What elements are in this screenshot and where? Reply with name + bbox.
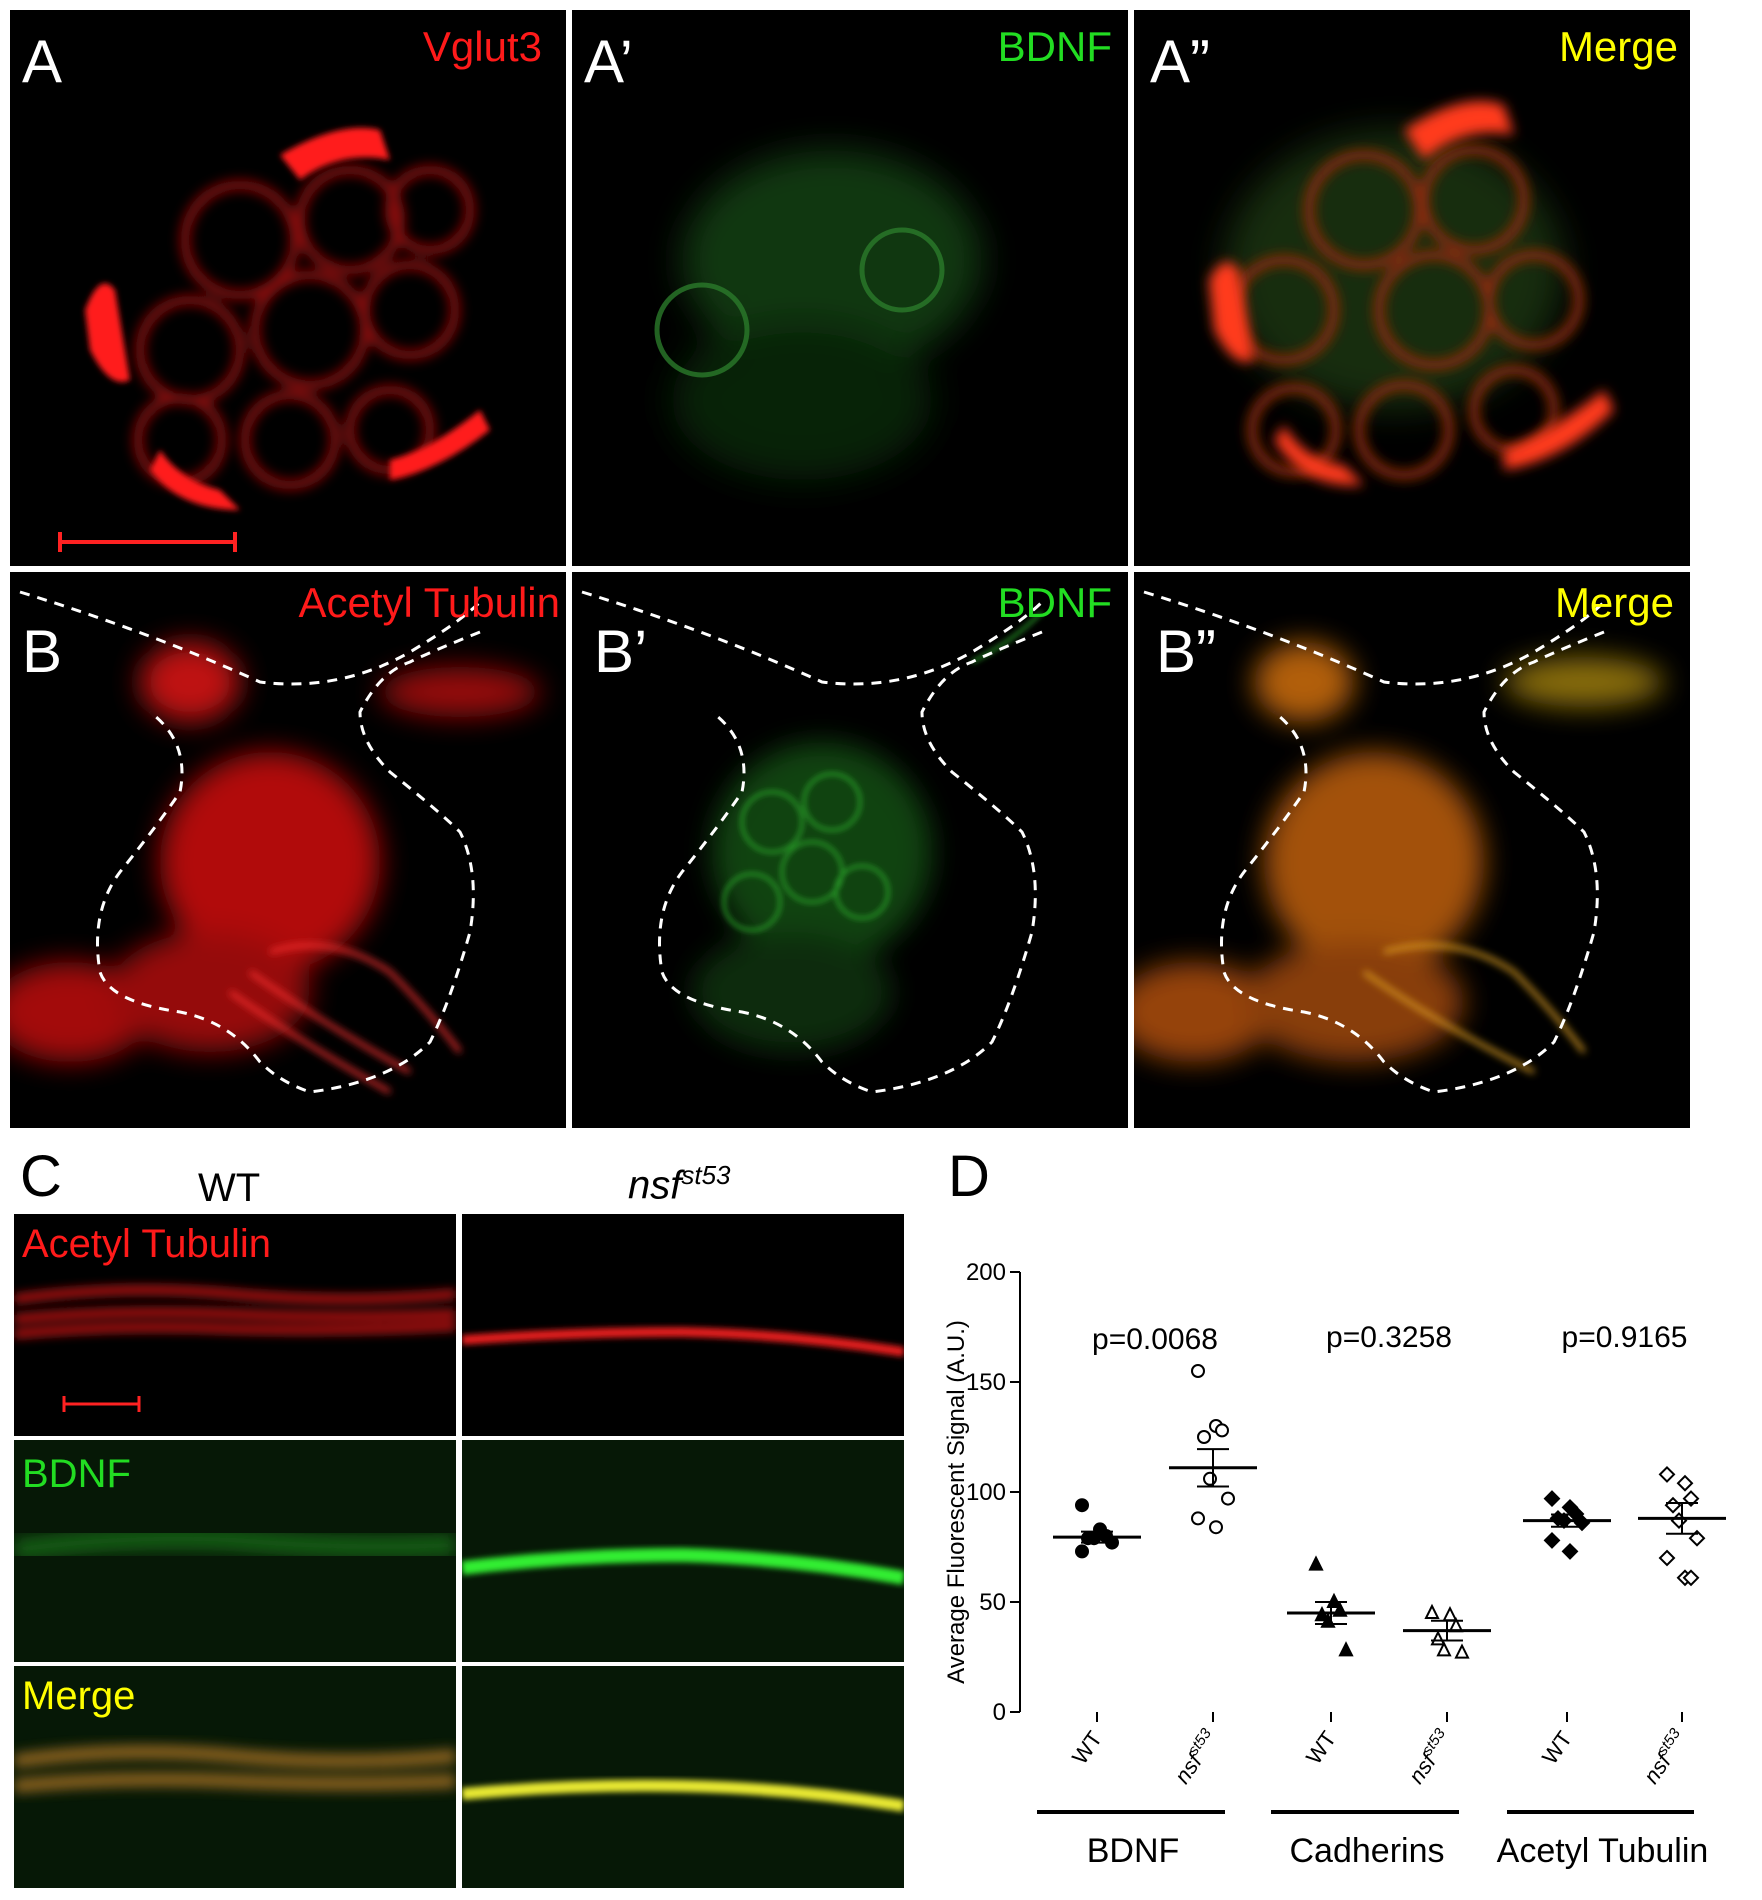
channel-label: Acetyl Tubulin bbox=[298, 579, 560, 626]
panel-c-mutant-merge bbox=[462, 1666, 904, 1888]
bdnf-image bbox=[581, 590, 1044, 1094]
group-label: Cadherins bbox=[1290, 1832, 1445, 1870]
mutant-name: nsf bbox=[628, 1163, 682, 1208]
p-value-label: p=0.9165 bbox=[1562, 1321, 1688, 1354]
data-point bbox=[1203, 1471, 1217, 1486]
channel-label: Merge bbox=[1558, 23, 1678, 70]
x-tick-label: WT bbox=[1301, 1727, 1341, 1769]
channel-label: BDNF bbox=[997, 579, 1112, 626]
row-label: Acetyl Tubulin bbox=[22, 1222, 272, 1266]
channel-label: Merge bbox=[1554, 579, 1674, 626]
group-label: Acetyl Tubulin bbox=[1497, 1832, 1709, 1870]
panel-a2-merge: A” Merge bbox=[1134, 10, 1690, 566]
panel-letter: B” bbox=[1156, 618, 1216, 685]
data-point bbox=[1209, 1520, 1223, 1535]
bdnf-image bbox=[654, 150, 982, 480]
channel-label: Vglut3 bbox=[422, 23, 542, 70]
merge-image bbox=[1209, 100, 1614, 486]
panel-letter: B bbox=[22, 618, 63, 685]
data-point bbox=[1454, 1643, 1470, 1659]
merge-image bbox=[1134, 590, 1664, 1094]
p-value-label: p=0.3258 bbox=[1326, 1321, 1452, 1354]
group-label: BDNF bbox=[1087, 1832, 1180, 1870]
scatter-chart: 0 50 100 150 200 Average Fluorescent Signal (… bbox=[943, 1259, 1726, 1870]
x-tick-label: WT bbox=[1537, 1727, 1577, 1769]
data-point bbox=[1338, 1641, 1354, 1657]
data-point bbox=[1543, 1531, 1561, 1549]
panel-c-wt-bdnf: BDNF bbox=[14, 1440, 456, 1662]
panel-letter: A” bbox=[1150, 28, 1210, 95]
panel-letter: A’ bbox=[584, 28, 633, 95]
data-point bbox=[1658, 1549, 1676, 1567]
column-label-wt: WT bbox=[198, 1166, 261, 1210]
row-label: Merge bbox=[22, 1674, 136, 1718]
acetyl-tubulin-image bbox=[10, 590, 540, 1094]
panel-b2-merge: B” Merge bbox=[1134, 572, 1690, 1128]
data-point bbox=[1215, 1423, 1229, 1438]
panel-d-letter: D bbox=[948, 1144, 990, 1209]
vglut3-image bbox=[58, 127, 490, 552]
data-point bbox=[1543, 1490, 1561, 1508]
panel-c-mutant-bdnf bbox=[462, 1440, 904, 1662]
panel-b1-bdnf: B’ BDNF bbox=[572, 572, 1128, 1128]
column-label-mutant: nsfst53 bbox=[628, 1162, 731, 1205]
data-point bbox=[1221, 1491, 1235, 1506]
data-point bbox=[1308, 1555, 1324, 1571]
x-tick-label: nsfst53 bbox=[1637, 1725, 1693, 1788]
mutant-allele: st53 bbox=[681, 1160, 731, 1190]
x-tick-label: nsfst53 bbox=[1402, 1725, 1458, 1788]
panel-letter: A bbox=[22, 28, 63, 95]
data-point bbox=[1424, 1603, 1440, 1619]
outline-dashed bbox=[19, 590, 482, 1094]
panel-a1-bdnf: A’ BDNF bbox=[572, 10, 1128, 566]
panel-c-wt-acetyl-tubulin: Acetyl Tubulin bbox=[14, 1214, 456, 1436]
y-axis-label: Average Fluorescent Signal (A.U.) bbox=[943, 1320, 970, 1684]
y-tick-label: 200 bbox=[966, 1259, 1006, 1286]
y-tick-label: 150 bbox=[966, 1369, 1006, 1396]
data-point bbox=[1191, 1511, 1205, 1526]
x-tick-label: nsfst53 bbox=[1168, 1725, 1224, 1788]
channel-label: BDNF bbox=[997, 23, 1112, 70]
data-point bbox=[1682, 1569, 1700, 1587]
data-point bbox=[1658, 1465, 1676, 1483]
data-point bbox=[1436, 1641, 1452, 1657]
outline-dashed bbox=[1143, 590, 1606, 1094]
data-point bbox=[1430, 1630, 1446, 1646]
panel-letter: B’ bbox=[594, 618, 648, 685]
data-point bbox=[1670, 1512, 1688, 1530]
data-point bbox=[1191, 1364, 1205, 1378]
y-tick-label: 50 bbox=[979, 1589, 1006, 1616]
x-tick-label: WT bbox=[1067, 1727, 1107, 1769]
panel-a-vglut3: A Vglut3 bbox=[10, 10, 566, 566]
panel-b-acetyl-tubulin: B Acetyl Tubulin bbox=[10, 572, 566, 1128]
data-point bbox=[1442, 1605, 1458, 1622]
y-tick-label: 100 bbox=[966, 1479, 1006, 1506]
row-label: BDNF bbox=[22, 1452, 131, 1496]
data-point bbox=[1676, 1474, 1694, 1492]
p-value-label: p=0.0068 bbox=[1092, 1323, 1218, 1356]
y-tick-label: 0 bbox=[993, 1699, 1006, 1726]
data-point bbox=[1664, 1496, 1682, 1514]
panel-c-letter: C bbox=[20, 1144, 62, 1209]
panel-c-wt-merge: Merge bbox=[14, 1666, 456, 1888]
data-point bbox=[1197, 1430, 1211, 1444]
data-point bbox=[1075, 1498, 1089, 1513]
data-point bbox=[1561, 1542, 1579, 1560]
outline-dashed bbox=[581, 590, 1044, 1094]
data-point bbox=[1075, 1544, 1089, 1559]
panel-c-mutant-acetyl-tubulin bbox=[462, 1214, 904, 1436]
